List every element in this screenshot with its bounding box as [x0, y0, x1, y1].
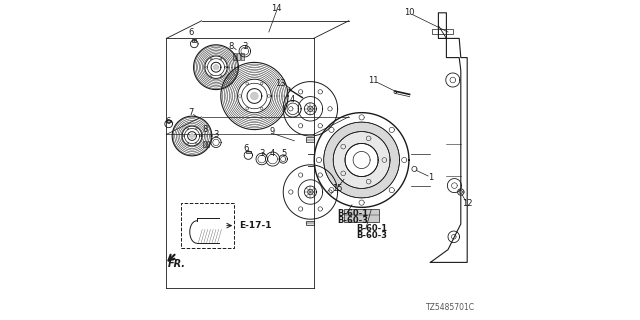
Bar — [166, 120, 171, 122]
Bar — [204, 141, 206, 147]
Text: 14: 14 — [271, 4, 282, 12]
Text: FR.: FR. — [168, 259, 186, 269]
Bar — [192, 39, 196, 42]
Text: 13: 13 — [275, 79, 285, 88]
Bar — [241, 53, 243, 60]
Text: 6: 6 — [189, 28, 194, 36]
Text: B-60-1: B-60-1 — [356, 224, 387, 233]
Text: B-60-3: B-60-3 — [337, 216, 368, 225]
Text: 8: 8 — [228, 42, 234, 51]
Text: 15: 15 — [332, 184, 342, 193]
Text: 6: 6 — [165, 117, 171, 126]
Text: 5: 5 — [282, 149, 287, 158]
Text: 6: 6 — [243, 144, 248, 153]
Bar — [237, 53, 240, 60]
Text: TZ5485701C: TZ5485701C — [426, 303, 475, 312]
Bar — [233, 53, 236, 60]
Text: 1: 1 — [428, 173, 433, 182]
Text: 3: 3 — [213, 130, 219, 139]
Bar — [181, 203, 234, 248]
Wedge shape — [324, 123, 399, 197]
Bar — [207, 141, 209, 147]
Text: 9: 9 — [269, 127, 275, 136]
Text: B-60-3: B-60-3 — [356, 231, 387, 240]
Text: E-17-1: E-17-1 — [239, 221, 272, 230]
Circle shape — [251, 93, 258, 100]
Text: 4: 4 — [270, 149, 275, 158]
Circle shape — [190, 134, 194, 138]
Text: 3: 3 — [243, 42, 248, 51]
Text: 3: 3 — [260, 149, 265, 158]
Text: B-60-1: B-60-1 — [337, 209, 368, 218]
Text: 4: 4 — [289, 95, 294, 104]
Bar — [246, 151, 251, 153]
Text: 8: 8 — [202, 125, 207, 134]
Bar — [432, 29, 453, 34]
Wedge shape — [334, 132, 389, 188]
Text: 7: 7 — [189, 108, 194, 117]
Text: 12: 12 — [462, 199, 472, 208]
Text: 10: 10 — [404, 8, 415, 17]
Bar — [307, 137, 314, 142]
Bar — [307, 220, 314, 226]
Circle shape — [214, 65, 218, 69]
Bar — [344, 209, 379, 222]
Text: 11: 11 — [369, 76, 379, 85]
